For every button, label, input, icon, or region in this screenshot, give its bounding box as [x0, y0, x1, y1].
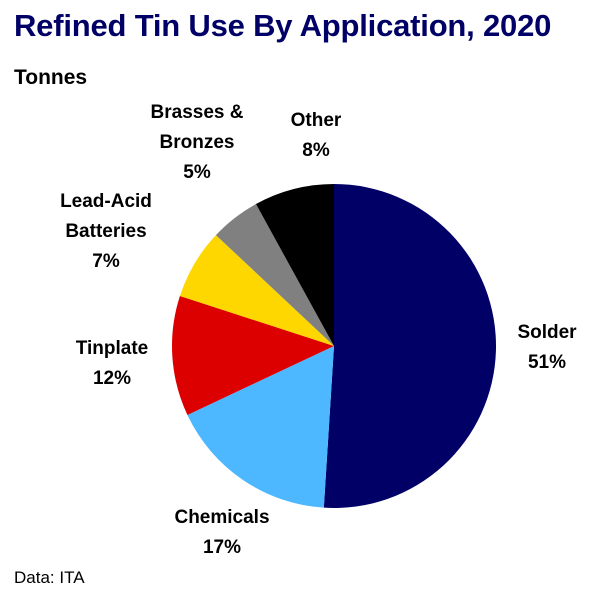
slice-label-other: Other 8%	[291, 110, 342, 161]
chart-subtitle: Tonnes	[14, 66, 88, 89]
slice-label-brasses-bronzes: Brasses & Bronzes 5%	[151, 102, 244, 183]
pie-slice-lead-acid-batteries	[179, 235, 334, 346]
chart-title: Refined Tin Use By Application, 2020	[14, 8, 552, 43]
pie-slice-solder	[323, 184, 497, 508]
pie-slice-tinplate	[172, 295, 334, 415]
slice-label-solder: Solder 51%	[517, 322, 577, 373]
pie-slices	[172, 184, 497, 508]
pie-slice-other	[255, 184, 334, 346]
slice-label-tinplate: Tinplate 12%	[76, 338, 149, 389]
pie-labels: Solder 51% Chemicals 17% Tinplate 12% Lead-Aci…	[60, 102, 577, 558]
slice-label-lead-acid-batteries: Lead-Acid Batteries 7%	[60, 191, 152, 272]
data-source: Data: ITA	[14, 568, 85, 587]
pie-slice-brasses-bronzes	[215, 204, 334, 346]
pie-slice-chemicals	[187, 346, 334, 508]
slice-label-chemicals: Chemicals 17%	[174, 507, 269, 558]
